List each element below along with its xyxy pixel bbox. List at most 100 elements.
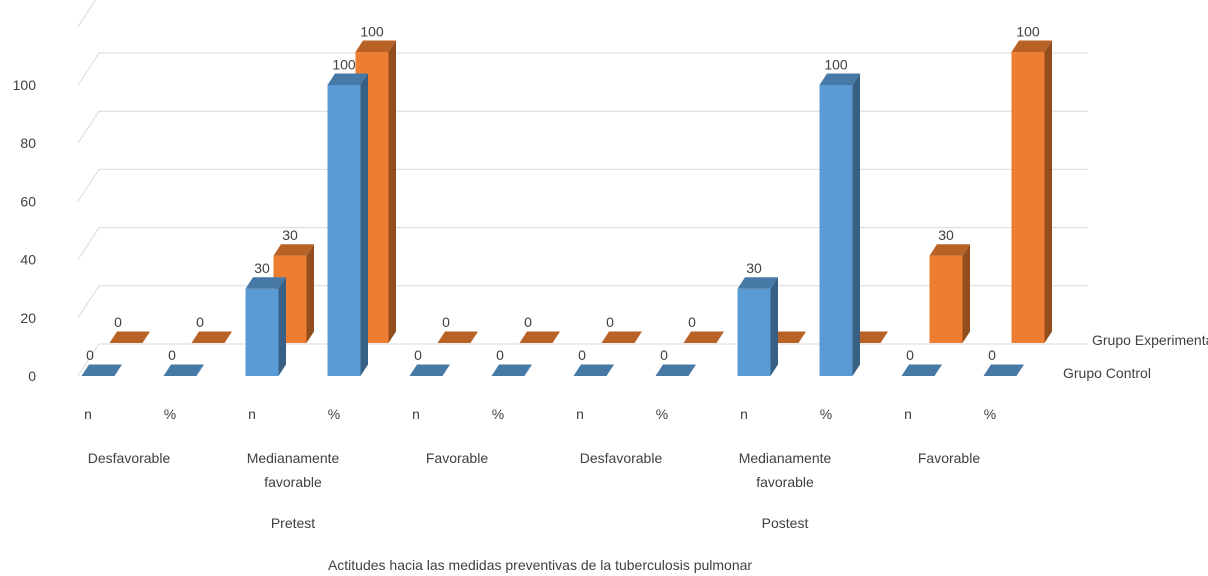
bar-side <box>1044 40 1052 343</box>
gridline <box>77 0 97 28</box>
gridline <box>77 52 1088 86</box>
category-label: n <box>248 406 256 422</box>
bar-top <box>901 364 942 376</box>
bar-control <box>983 364 1024 376</box>
bar-experimental <box>1011 40 1052 343</box>
data-label: 0 <box>196 314 204 330</box>
data-label: 0 <box>86 347 94 363</box>
bar-top <box>81 364 122 376</box>
bar-top <box>191 331 232 343</box>
bar-top <box>437 331 478 343</box>
data-label: 100 <box>824 57 848 73</box>
category-label: n <box>740 406 748 422</box>
bar-side <box>962 244 970 343</box>
data-label: 100 <box>360 24 384 40</box>
data-label: 0 <box>442 314 450 330</box>
bar-top <box>819 73 860 85</box>
data-label: 0 <box>496 347 504 363</box>
phase-label: Postest <box>762 515 809 531</box>
data-label: 0 <box>906 347 914 363</box>
bar-top <box>573 364 614 376</box>
data-label: 0 <box>168 347 176 363</box>
bar-top <box>683 331 724 343</box>
bar-side <box>360 73 368 376</box>
bar-top <box>491 364 532 376</box>
bar-front <box>245 288 279 376</box>
data-label: 0 <box>578 347 586 363</box>
bar-top <box>601 331 642 343</box>
bar-control <box>819 73 860 376</box>
y-tick-label: 20 <box>20 310 36 326</box>
level-label: favorable <box>756 474 814 490</box>
y-tick-label: 60 <box>20 193 36 209</box>
bar-top <box>327 73 368 85</box>
bar-side <box>852 73 860 376</box>
bar-top <box>519 331 560 343</box>
category-label: % <box>492 406 504 422</box>
data-label: 0 <box>660 347 668 363</box>
bar-top <box>163 364 204 376</box>
y-tick-label: 0 <box>28 368 36 384</box>
bar-top <box>983 364 1024 376</box>
bar-top <box>109 331 150 343</box>
data-label: 0 <box>114 314 122 330</box>
category-label: % <box>820 406 832 422</box>
bar-side <box>770 277 778 376</box>
phase-label: Pretest <box>271 515 315 531</box>
data-label: 0 <box>988 347 996 363</box>
level-label: Desfavorable <box>88 450 171 466</box>
series-label-control: Grupo Control <box>1063 365 1151 381</box>
data-label: 30 <box>282 227 298 243</box>
bar-experimental <box>683 331 724 343</box>
bar-experimental <box>437 331 478 343</box>
category-label: % <box>164 406 176 422</box>
x-axis-title: Actitudes hacia las medidas preventivas … <box>328 557 752 573</box>
y-tick-label: 100 <box>13 77 37 93</box>
bar-top <box>737 277 778 289</box>
bar-top <box>355 40 396 52</box>
bar-control <box>901 364 942 376</box>
data-label: 30 <box>938 227 954 243</box>
bar-experimental <box>929 244 970 343</box>
bar-top <box>655 364 696 376</box>
data-label: 100 <box>1016 24 1040 40</box>
category-label: n <box>412 406 420 422</box>
bar-top <box>1011 40 1052 52</box>
bar-side <box>278 277 286 376</box>
bar-side <box>388 40 396 343</box>
bar-side <box>306 244 314 343</box>
bar-experimental <box>601 331 642 343</box>
gridline <box>77 110 1088 144</box>
data-label: 0 <box>688 314 696 330</box>
bar-control <box>491 364 532 376</box>
bar-top <box>273 244 314 256</box>
gridline <box>77 168 1088 202</box>
bar-control <box>245 277 286 376</box>
data-label: 30 <box>746 260 762 276</box>
level-label: Favorable <box>918 450 980 466</box>
bar-control <box>655 364 696 376</box>
y-tick-label: 40 <box>20 252 36 268</box>
level-label: Medianamente <box>247 450 340 466</box>
bar-experimental <box>519 331 560 343</box>
bar-experimental <box>191 331 232 343</box>
bar-control <box>163 364 204 376</box>
bar-top <box>929 244 970 256</box>
category-label: % <box>328 406 340 422</box>
bar-front <box>1011 52 1045 343</box>
bar-front <box>737 288 771 376</box>
data-label: 0 <box>606 314 614 330</box>
category-label: % <box>984 406 996 422</box>
gridline <box>77 227 1088 260</box>
level-label: Desfavorable <box>580 450 663 466</box>
level-label: Medianamente <box>739 450 832 466</box>
category-label: n <box>576 406 584 422</box>
bar-front <box>819 85 853 376</box>
bar-top <box>409 364 450 376</box>
level-label: Favorable <box>426 450 488 466</box>
category-label: % <box>656 406 668 422</box>
level-label: favorable <box>264 474 322 490</box>
data-label: 100 <box>332 57 356 73</box>
